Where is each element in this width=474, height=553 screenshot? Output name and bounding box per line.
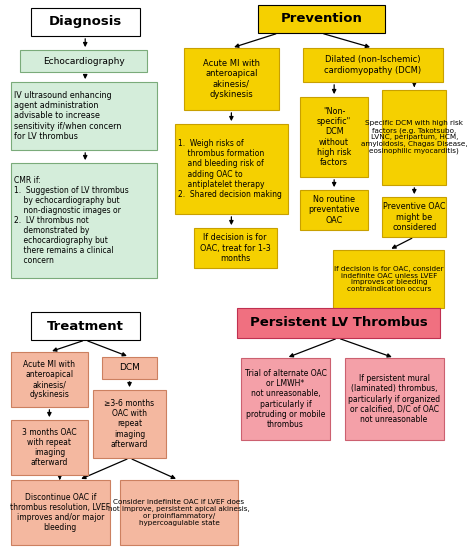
- Text: Trial of alternate OAC
or LMWH*
not unreasonable,
particularly if
protruding or : Trial of alternate OAC or LMWH* not unre…: [245, 369, 327, 429]
- Text: Acute MI with
anteroapical
akinesis/
dyskinesis: Acute MI with anteroapical akinesis/ dys…: [203, 59, 260, 98]
- Text: Echocardiography: Echocardiography: [43, 56, 125, 65]
- Text: Prevention: Prevention: [281, 13, 362, 25]
- FancyBboxPatch shape: [93, 390, 166, 458]
- Text: Specific DCM with high risk
factors (e.g. Takotsubo,
LVNC, peripartum, HCM,
amyl: Specific DCM with high risk factors (e.g…: [361, 121, 468, 154]
- Text: "Non-
specific"
DCM
without
high risk
factors: "Non- specific" DCM without high risk fa…: [317, 107, 351, 166]
- Text: Consider indefinite OAC if LVEF does
not improve, persistent apical akinesis,
or: Consider indefinite OAC if LVEF does not…: [108, 499, 250, 525]
- FancyBboxPatch shape: [241, 358, 330, 440]
- FancyBboxPatch shape: [382, 90, 447, 185]
- Text: Acute MI with
anteroapical
akinesis/
dyskinesis: Acute MI with anteroapical akinesis/ dys…: [23, 360, 75, 399]
- Text: Persistent LV Thrombus: Persistent LV Thrombus: [249, 316, 427, 330]
- Text: CMR if:
1.  Suggestion of LV thrombus
    by echocardiography but
    non-diagno: CMR if: 1. Suggestion of LV thrombus by …: [14, 176, 128, 265]
- FancyBboxPatch shape: [11, 420, 88, 475]
- FancyBboxPatch shape: [20, 50, 147, 72]
- FancyBboxPatch shape: [300, 97, 368, 177]
- FancyBboxPatch shape: [237, 308, 440, 338]
- Text: 3 months OAC
with repeat
imaging
afterward: 3 months OAC with repeat imaging afterwa…: [22, 428, 77, 467]
- FancyBboxPatch shape: [175, 124, 288, 214]
- Text: Preventive OAC
might be
considered: Preventive OAC might be considered: [383, 202, 446, 232]
- FancyBboxPatch shape: [184, 48, 279, 110]
- FancyBboxPatch shape: [120, 480, 238, 545]
- Text: Discontinue OAC if
thrombus resolution, LVEF
improves and/or major
bleeding: Discontinue OAC if thrombus resolution, …: [10, 493, 110, 532]
- Text: Treatment: Treatment: [47, 320, 124, 332]
- FancyBboxPatch shape: [382, 197, 447, 237]
- Text: ≥3-6 months
OAC with
repeat
imaging
afterward: ≥3-6 months OAC with repeat imaging afte…: [104, 399, 155, 448]
- FancyBboxPatch shape: [11, 352, 88, 407]
- FancyBboxPatch shape: [303, 48, 443, 82]
- FancyBboxPatch shape: [31, 312, 140, 340]
- FancyBboxPatch shape: [333, 250, 445, 308]
- FancyBboxPatch shape: [258, 5, 385, 33]
- FancyBboxPatch shape: [31, 8, 140, 36]
- Text: Diagnosis: Diagnosis: [49, 15, 122, 29]
- FancyBboxPatch shape: [11, 163, 157, 278]
- Text: IV ultrasound enhancing
agent administration
advisable to increase
sensitivity i: IV ultrasound enhancing agent administra…: [14, 91, 121, 140]
- FancyBboxPatch shape: [102, 357, 157, 379]
- Text: If decision is for
OAC, treat for 1-3
months: If decision is for OAC, treat for 1-3 mo…: [200, 233, 271, 263]
- FancyBboxPatch shape: [194, 228, 277, 268]
- FancyBboxPatch shape: [300, 190, 368, 230]
- FancyBboxPatch shape: [11, 480, 109, 545]
- Text: No routine
preventative
OAC: No routine preventative OAC: [309, 195, 360, 225]
- Text: 1.  Weigh risks of
    thrombus formation
    and bleeding risk of
    adding OA: 1. Weigh risks of thrombus formation and…: [178, 139, 282, 199]
- Text: If persistent mural
(laminated) thrombus,
particularly if organized
or calcified: If persistent mural (laminated) thrombus…: [348, 374, 440, 424]
- Text: Dilated (non-Ischemic)
cardiomyopathy (DCM): Dilated (non-Ischemic) cardiomyopathy (D…: [324, 55, 421, 75]
- Text: If decision is for OAC, consider
indefinite OAC unless LVEF
improves or bleeding: If decision is for OAC, consider indefin…: [334, 266, 444, 292]
- FancyBboxPatch shape: [11, 82, 157, 150]
- FancyBboxPatch shape: [345, 358, 444, 440]
- Text: DCM: DCM: [119, 363, 140, 373]
